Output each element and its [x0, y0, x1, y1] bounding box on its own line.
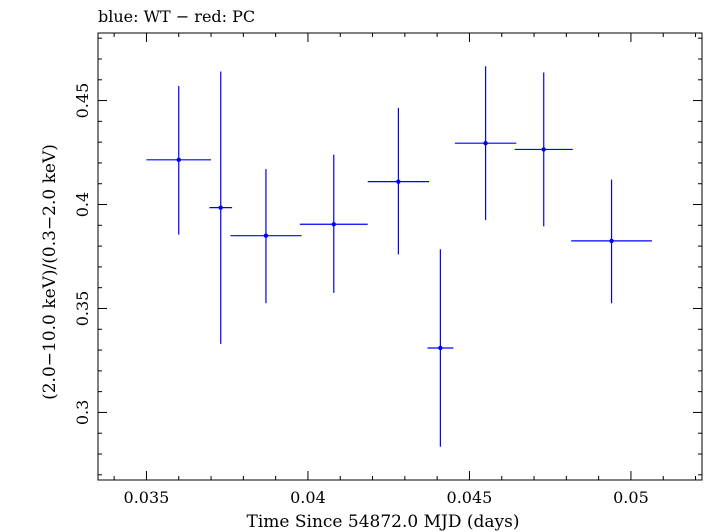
data-marker [331, 222, 336, 227]
data-point [454, 66, 517, 221]
data-point [514, 72, 573, 227]
chart-title: blue: WT − red: PC [98, 7, 255, 26]
y-tick-label: 0.45 [73, 83, 92, 119]
y-tick-label: 0.4 [73, 192, 92, 217]
y-tick-labels: 0.3 0.35 0.4 0.45 [73, 83, 92, 425]
data-point [230, 169, 302, 304]
plot-frame [97, 32, 703, 481]
x-tick-label: 0.04 [290, 488, 326, 507]
data-marker [396, 179, 401, 184]
y-tick-label: 0.3 [73, 400, 92, 425]
x-axis-label: Time Since 54872.0 MJD (days) [247, 512, 520, 532]
data-point [146, 86, 212, 235]
y-tick-label: 0.35 [73, 291, 92, 327]
data-marker [263, 233, 269, 238]
data-marker [541, 147, 546, 152]
x-tick-label: 0.045 [447, 488, 493, 507]
data-marker [218, 205, 223, 210]
data-marker [609, 238, 614, 244]
data-marker [483, 140, 488, 146]
x-tick-label: 0.05 [613, 488, 649, 507]
x-tick-label: 0.035 [124, 488, 170, 507]
data-point [209, 71, 233, 344]
data-marker [438, 345, 443, 351]
data-point [571, 179, 652, 304]
data-point [427, 249, 454, 447]
data-marker [176, 157, 181, 163]
data-series [146, 66, 652, 447]
data-point [367, 107, 430, 255]
x-tick-labels: 0.035 0.04 0.045 0.05 [124, 488, 649, 507]
data-point [299, 154, 368, 293]
axis-ticks [98, 33, 702, 480]
y-axis-label: (2.0−10.0 keV)/(0.3−2.0 keV) [40, 144, 60, 400]
